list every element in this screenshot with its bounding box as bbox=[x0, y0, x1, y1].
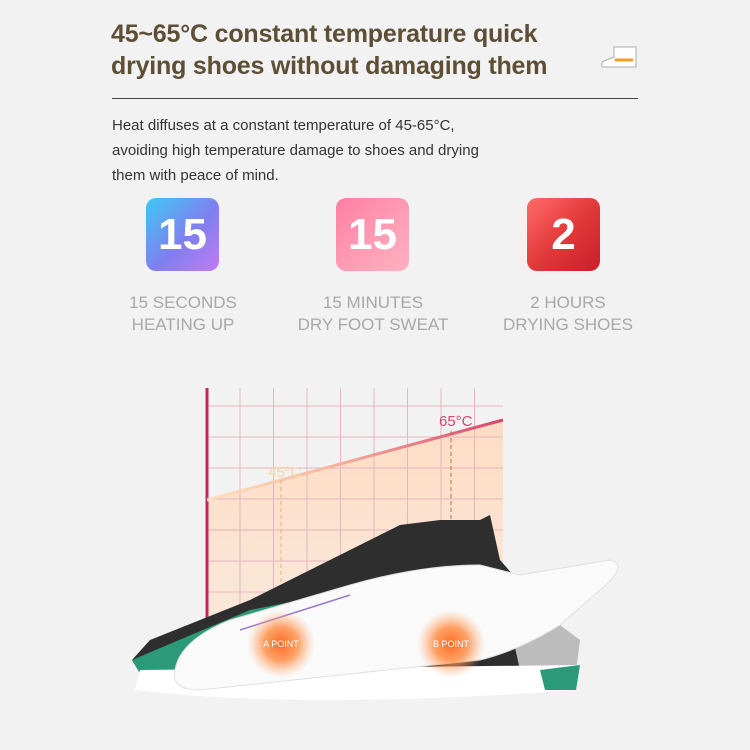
stat-label-hours: 2 HOURS DRYING SHOES bbox=[468, 292, 668, 336]
low-temp-label: 45°C bbox=[268, 464, 302, 481]
high-temp-label: 65°C bbox=[439, 413, 473, 430]
temperature-line bbox=[206, 418, 504, 502]
description: Heat diffuses at a constant temperature … bbox=[112, 117, 479, 184]
stat-label-line: 2 HOURS bbox=[530, 293, 606, 312]
shoe-image bbox=[132, 515, 619, 700]
stat-badge-seconds: 15 bbox=[146, 198, 219, 271]
stat-label-seconds: 15 SECONDS HEATING UP bbox=[83, 292, 283, 336]
stat-label-line: HEATING UP bbox=[131, 315, 235, 334]
stat-label-line: 15 SECONDS bbox=[129, 293, 237, 312]
point-a-glow bbox=[247, 610, 315, 678]
stat-label-line: 15 MINUTES bbox=[322, 293, 424, 312]
stat-label-minutes: 15 MINUTES DRY FOOT SWEAT bbox=[273, 292, 473, 336]
stat-label-line: DRY FOOT SWEAT bbox=[297, 315, 449, 334]
point-b-glow bbox=[417, 610, 485, 678]
boot-icon bbox=[600, 46, 637, 68]
divider bbox=[112, 98, 638, 99]
point-a-label: A POINT bbox=[263, 639, 299, 649]
stat-label-line: DRYING SHOES bbox=[502, 315, 634, 334]
stat-badge-minutes: 15 bbox=[336, 198, 409, 271]
point-b-label: B POINT bbox=[433, 639, 470, 649]
stat-badge-hours: 2 bbox=[527, 198, 600, 271]
page-title: 45~65°C constant temperature quick dryin… bbox=[111, 20, 548, 80]
